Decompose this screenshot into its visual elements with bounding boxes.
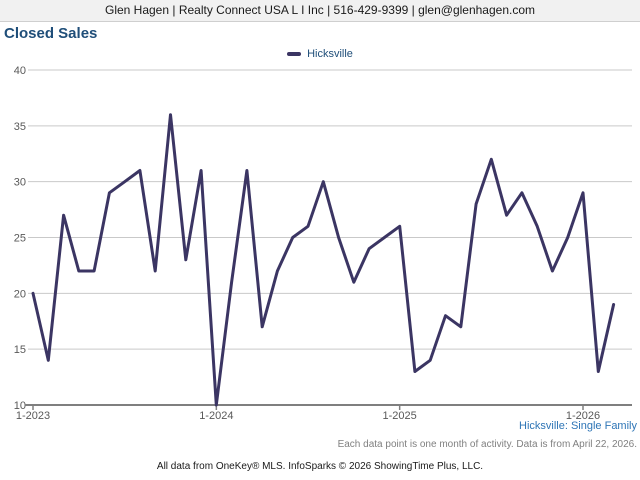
x-axis-tick-label: 1-2026 [566,410,600,422]
series-scope-note: Hicksville: Single Family [519,420,637,432]
y-axis-tick-label: 10 [14,400,26,412]
x-axis-labels: 1-2023 1-2024 1-2025 1-2026 [16,410,600,422]
y-gridlines [28,69,632,350]
legend-line-swatch [287,52,302,56]
x-axis-tick-label: 1-2024 [199,410,233,422]
legend-series-label: Hicksville [307,48,353,60]
y-axis-tick-label: 20 [14,288,26,300]
chart-legend[interactable]: Hicksville [0,48,640,60]
y-axis-tick-label: 40 [14,65,26,77]
x-axis-ticks [32,405,584,410]
agent-contact-text: Glen Hagen | Realty Connect USA L I Inc … [104,3,536,17]
data-freshness-note: Each data point is one month of activity… [337,439,637,450]
y-axis-tick-label: 15 [14,344,26,356]
y-axis-tick-label: 25 [14,233,26,245]
x-axis-tick-label: 1-2023 [16,410,50,422]
closed-sales-line-chart[interactable]: 10 15 20 25 30 35 40 1-2023 1-2024 1-2025 1-2026 [0,0,640,430]
agent-header-bar: Glen Hagen | Realty Connect USA L I Inc … [0,0,640,22]
series-line-hicksville[interactable] [31,113,616,407]
y-axis-tick-label: 35 [14,121,26,133]
page-title: Closed Sales [4,25,98,42]
y-axis-tick-label: 30 [14,177,26,189]
attribution-note: All data from OneKey® MLS. InfoSparks © … [156,461,484,472]
y-axis-labels: 10 15 20 25 30 35 40 [14,65,26,412]
x-axis-tick-label: 1-2025 [383,410,417,422]
